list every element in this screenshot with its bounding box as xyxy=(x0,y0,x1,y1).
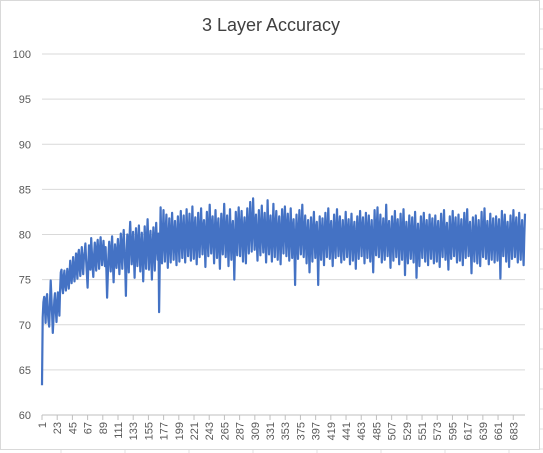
y-tick-label: 95 xyxy=(19,94,31,106)
x-tick-label: 639 xyxy=(478,422,490,440)
y-tick-label: 60 xyxy=(19,410,31,422)
x-tick-label: 45 xyxy=(67,422,79,434)
y-tick-label: 65 xyxy=(19,365,31,377)
x-tick-label: 89 xyxy=(98,422,110,434)
x-tick-label: 353 xyxy=(280,422,292,440)
y-tick-label: 70 xyxy=(19,320,31,332)
x-tick-label: 507 xyxy=(387,422,399,440)
x-tick-label: 67 xyxy=(83,422,95,434)
y-tick-label: 80 xyxy=(19,230,31,242)
x-tick-label: 683 xyxy=(508,422,520,440)
x-tick-label: 419 xyxy=(326,422,338,440)
x-tick-label: 661 xyxy=(493,422,505,440)
x-tick-label: 243 xyxy=(204,422,216,440)
chart-title: 3 Layer Accuracy xyxy=(201,15,341,35)
x-tick-label: 331 xyxy=(265,422,277,440)
x-tick-label: 133 xyxy=(128,422,140,440)
x-tick-label: 265 xyxy=(219,422,231,440)
x-tick-label: 529 xyxy=(402,422,414,440)
x-tick-label: 111 xyxy=(113,422,125,439)
x-tick-label: 375 xyxy=(295,422,307,440)
y-tick-label: 90 xyxy=(19,139,31,151)
x-tick-label: 155 xyxy=(143,422,155,440)
y-tick-label: 75 xyxy=(19,275,31,287)
x-tick-label: 177 xyxy=(159,422,171,440)
x-tick-label: 1 xyxy=(37,422,49,428)
x-tick-label: 595 xyxy=(447,422,459,440)
x-tick-label: 397 xyxy=(311,422,323,440)
x-tick-label: 573 xyxy=(432,422,444,440)
x-tick-label: 199 xyxy=(174,422,186,440)
x-tick-label: 617 xyxy=(463,422,475,440)
y-tick-label: 85 xyxy=(19,184,31,196)
x-tick-label: 463 xyxy=(356,422,368,440)
x-tick-label: 23 xyxy=(52,422,64,434)
x-tick-label: 287 xyxy=(235,422,247,440)
x-tick-label: 221 xyxy=(189,422,201,440)
y-tick-label: 100 xyxy=(13,49,31,61)
x-tick-label: 441 xyxy=(341,422,353,440)
x-tick-label: 485 xyxy=(371,422,383,440)
x-tick-label: 551 xyxy=(417,422,429,440)
series-line-0[interactable] xyxy=(40,197,527,386)
x-tick-label: 309 xyxy=(250,422,262,440)
